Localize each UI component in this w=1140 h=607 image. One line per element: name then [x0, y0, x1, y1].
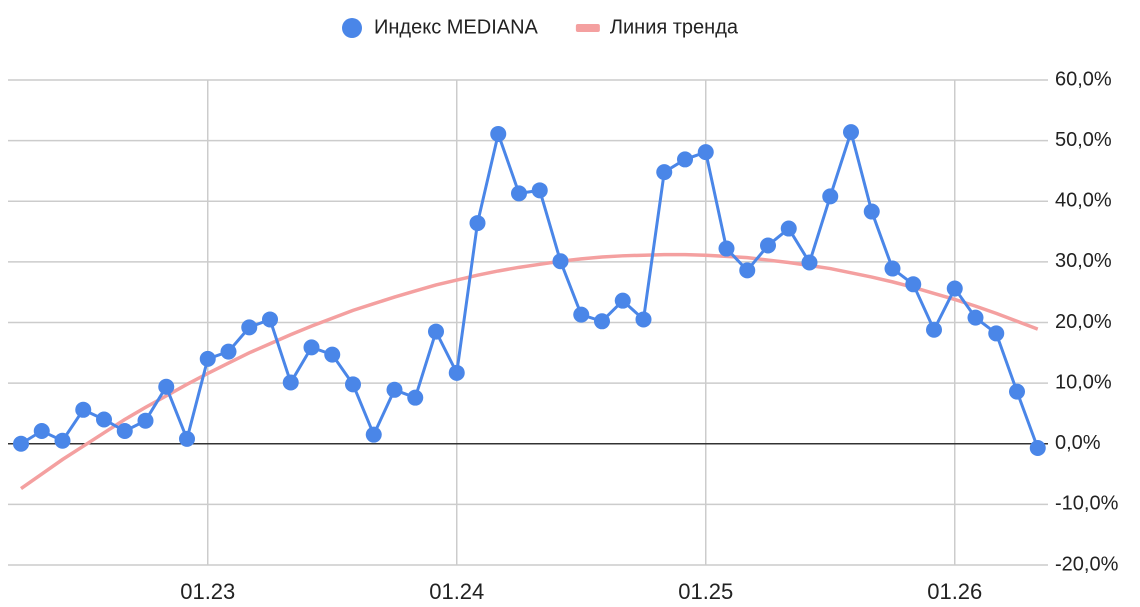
y-tick-label: -20,0% — [1055, 553, 1119, 575]
data-point — [469, 215, 486, 232]
data-point — [739, 262, 756, 279]
data-point — [801, 254, 818, 271]
data-point — [116, 423, 133, 440]
legend-label: Линия тренда — [610, 16, 739, 38]
data-point — [552, 253, 569, 270]
data-point — [656, 164, 673, 181]
data-point — [13, 435, 29, 452]
data-point — [448, 364, 465, 381]
series-line — [20, 126, 1040, 449]
legend-marker — [342, 18, 362, 38]
data-point — [158, 378, 175, 395]
y-tick-label: 50,0% — [1055, 129, 1112, 151]
data-point — [511, 185, 527, 202]
data-point — [967, 309, 984, 326]
y-tick-label: 60,0% — [1055, 68, 1112, 90]
data-point — [594, 313, 610, 330]
data-point — [220, 343, 237, 360]
data-point — [884, 260, 901, 277]
data-point — [780, 220, 797, 237]
data-point — [96, 411, 112, 428]
data-point — [365, 426, 382, 443]
data-point — [490, 125, 507, 142]
data-point — [926, 321, 942, 338]
data-point — [179, 430, 195, 447]
data-point — [428, 323, 444, 340]
data-point — [1029, 439, 1046, 456]
data-point — [946, 280, 963, 297]
x-tick-label: 01.23 — [180, 579, 235, 604]
data-point — [573, 306, 590, 323]
x-tick-label: 01.25 — [678, 579, 733, 604]
y-tick-label: -10,0% — [1055, 493, 1119, 515]
y-tick-label: 40,0% — [1055, 190, 1112, 212]
data-point — [843, 124, 859, 141]
series-line — [19, 252, 1039, 491]
data-point — [1009, 383, 1025, 400]
data-point — [303, 339, 320, 356]
data-point — [614, 292, 631, 309]
data-point — [199, 350, 216, 367]
data-point — [345, 376, 361, 393]
data-point — [407, 389, 424, 406]
data-point — [241, 319, 258, 336]
y-tick-label: 30,0% — [1055, 250, 1112, 272]
data-point — [282, 374, 299, 391]
legend-marker — [575, 24, 600, 32]
data-point — [697, 144, 714, 161]
data-point — [905, 276, 922, 293]
x-tick-label: 01.26 — [927, 579, 982, 604]
data-point — [137, 412, 154, 429]
data-point — [33, 423, 50, 440]
data-point — [386, 381, 403, 398]
x-tick-label: 01.24 — [429, 579, 484, 604]
y-tick-label: 10,0% — [1055, 371, 1112, 393]
y-tick-label: 20,0% — [1055, 311, 1112, 333]
data-point — [988, 325, 1005, 342]
data-point — [760, 237, 776, 254]
y-tick-label: 0,0% — [1055, 432, 1101, 454]
data-point — [75, 401, 92, 418]
legend-label: Индекс MEDIANA — [374, 16, 539, 38]
data-point — [54, 432, 71, 449]
data-point — [262, 311, 278, 328]
data-point — [635, 311, 652, 328]
data-point — [677, 151, 693, 168]
data-point — [324, 346, 341, 363]
data-point — [531, 182, 548, 199]
data-point — [863, 203, 880, 220]
data-point — [822, 188, 839, 205]
data-point — [718, 240, 735, 257]
